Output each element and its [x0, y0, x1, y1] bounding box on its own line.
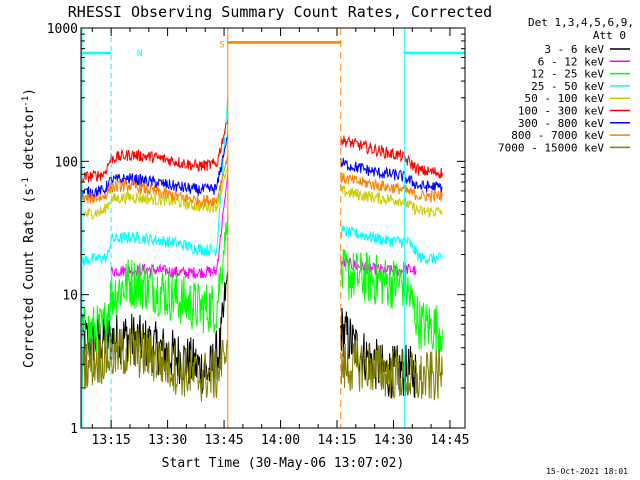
series-6 — [80, 134, 443, 199]
x-tick-label: 13:45 — [204, 433, 243, 448]
series-8-segment-0 — [80, 328, 229, 402]
series-8-segment-1 — [340, 339, 443, 401]
series-3-segment-1 — [340, 225, 443, 264]
series-6-segment-1 — [340, 158, 443, 193]
y-axis-label-part3: ) — [22, 88, 37, 96]
x-tick-label: 14:45 — [430, 433, 469, 448]
series-layer — [80, 97, 443, 402]
series-1-segment-0 — [110, 174, 229, 279]
axis-layer: 13:15 13:30 13:45 14:00 14:15 14:30 14:45 1 10 10… — [47, 22, 470, 448]
series-3-segment-0 — [80, 97, 229, 266]
night-band-left: N — [81, 28, 142, 428]
y-tick-label: 100 — [55, 155, 78, 170]
series-7 — [80, 155, 443, 208]
x-tick-label: 14:15 — [317, 433, 356, 448]
series-5-segment-0 — [80, 118, 229, 183]
y-axis-label-sup2: -1 — [21, 96, 31, 107]
saa-band: S — [219, 28, 342, 428]
legend-label-5: 100 - 300 keV — [518, 105, 604, 118]
legend-label-0: 3 - 6 keV — [544, 43, 604, 56]
night-band-right — [404, 28, 465, 428]
legend-label-3: 25 - 50 keV — [531, 80, 604, 93]
night-band-left-label: N — [137, 49, 142, 59]
series-4-segment-0 — [80, 167, 229, 220]
annotation-layer: NS — [81, 28, 465, 428]
y-tick-label: 1 — [70, 422, 78, 437]
series-2-segment-1 — [340, 248, 443, 356]
footer-date: 15-Oct-2021 18:01 — [546, 467, 628, 476]
y-axis-label-part1: Corrected Count Rate (s — [22, 188, 37, 368]
legend-label-4: 50 - 100 keV — [525, 92, 605, 105]
series-4 — [80, 167, 443, 220]
plot-frame — [80, 27, 466, 429]
legend-label-6: 300 - 800 keV — [518, 117, 604, 130]
series-4-segment-1 — [340, 185, 443, 219]
series-0-segment-1 — [340, 307, 417, 399]
y-axis-label-sup1: -1 — [21, 177, 31, 188]
series-5-segment-1 — [340, 135, 443, 179]
x-tick-label: 14:00 — [261, 433, 300, 448]
x-tick-label: 13:15 — [92, 433, 131, 448]
x-tick-label: 13:30 — [148, 433, 187, 448]
saa-band-label: S — [219, 40, 224, 50]
legend-title: Det 1,3,4,5,6,9, — [528, 16, 634, 29]
chart-title: RHESSI Observing Summary Count Rates, Co… — [68, 3, 492, 21]
y-axis-label-part2: detector — [22, 107, 37, 178]
series-8 — [80, 328, 443, 402]
x-axis-label: Start Time (30-May-06 13:07:02) — [162, 456, 405, 471]
legend-label-8: 7000 - 15000 keV — [498, 141, 604, 154]
y-tick-label: 10 — [62, 289, 78, 304]
legend-label-2: 12 - 25 keV — [531, 68, 604, 81]
legend-label-7: 800 - 7000 keV — [511, 129, 604, 142]
series-7-segment-1 — [340, 172, 443, 204]
y-tick-label: 1000 — [47, 22, 78, 37]
legend-subtitle: Att 0 — [593, 29, 626, 42]
series-7-segment-0 — [80, 155, 229, 208]
series-6-segment-0 — [80, 134, 229, 199]
x-tick-label: 14:30 — [374, 433, 413, 448]
legend-label-1: 6 - 12 keV — [538, 55, 605, 68]
series-5 — [80, 118, 443, 183]
y-axis-label: Corrected Count Rate (s-1 detector-1) — [21, 88, 37, 368]
series-3 — [80, 97, 443, 266]
